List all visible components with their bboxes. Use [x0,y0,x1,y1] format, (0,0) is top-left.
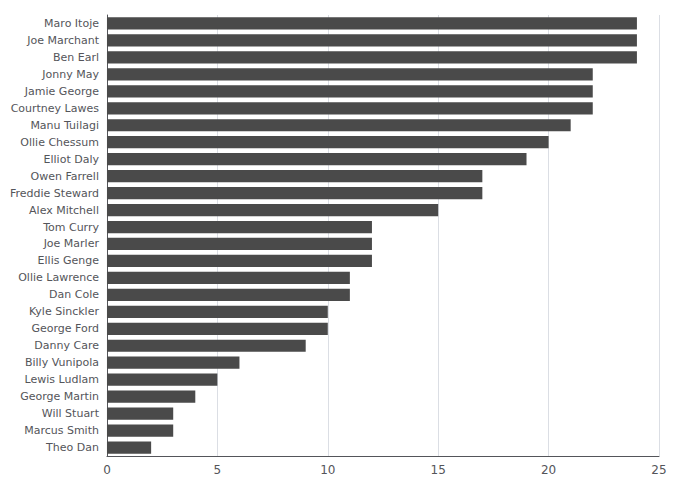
svg-text:15: 15 [431,463,446,477]
svg-text:Jonny May: Jonny May [41,68,99,81]
svg-text:Maro Itoje: Maro Itoje [44,17,99,30]
svg-text:George Martin: George Martin [20,390,99,403]
svg-text:10: 10 [320,463,335,477]
svg-text:Dan Cole: Dan Cole [49,288,99,301]
svg-text:Courtney Lawes: Courtney Lawes [11,102,100,115]
svg-text:Will Stuart: Will Stuart [42,407,100,420]
svg-text:25: 25 [651,463,666,477]
svg-text:Theo Dan: Theo Dan [45,441,99,454]
svg-text:Billy Vunipola: Billy Vunipola [25,356,99,369]
svg-text:Freddie Steward: Freddie Steward [10,187,99,200]
svg-text:Danny Care: Danny Care [34,339,99,352]
svg-text:Joe Marler: Joe Marler [43,237,100,250]
svg-text:Tom Curry: Tom Curry [42,221,99,234]
svg-text:Ellis Genge: Ellis Genge [38,254,100,267]
svg-text:Ollie Chessum: Ollie Chessum [20,136,99,149]
svg-text:Ben Earl: Ben Earl [53,51,99,64]
svg-text:Joe Marchant: Joe Marchant [26,34,99,47]
svg-text:0: 0 [103,463,111,477]
svg-text:Lewis Ludlam: Lewis Ludlam [25,373,99,386]
svg-text:5: 5 [214,463,222,477]
svg-text:Owen Farrell: Owen Farrell [31,170,99,183]
svg-text:Manu Tuilagi: Manu Tuilagi [30,119,99,132]
svg-text:George Ford: George Ford [31,322,99,335]
svg-text:Kyle Sinckler: Kyle Sinckler [29,305,99,318]
svg-text:Elliot Daly: Elliot Daly [44,153,100,166]
svg-text:20: 20 [541,463,556,477]
svg-text:Ollie Lawrence: Ollie Lawrence [18,271,99,284]
svg-text:Jamie George: Jamie George [24,85,99,98]
svg-text:Marcus Smith: Marcus Smith [24,424,99,437]
svg-text:Alex Mitchell: Alex Mitchell [29,204,99,217]
